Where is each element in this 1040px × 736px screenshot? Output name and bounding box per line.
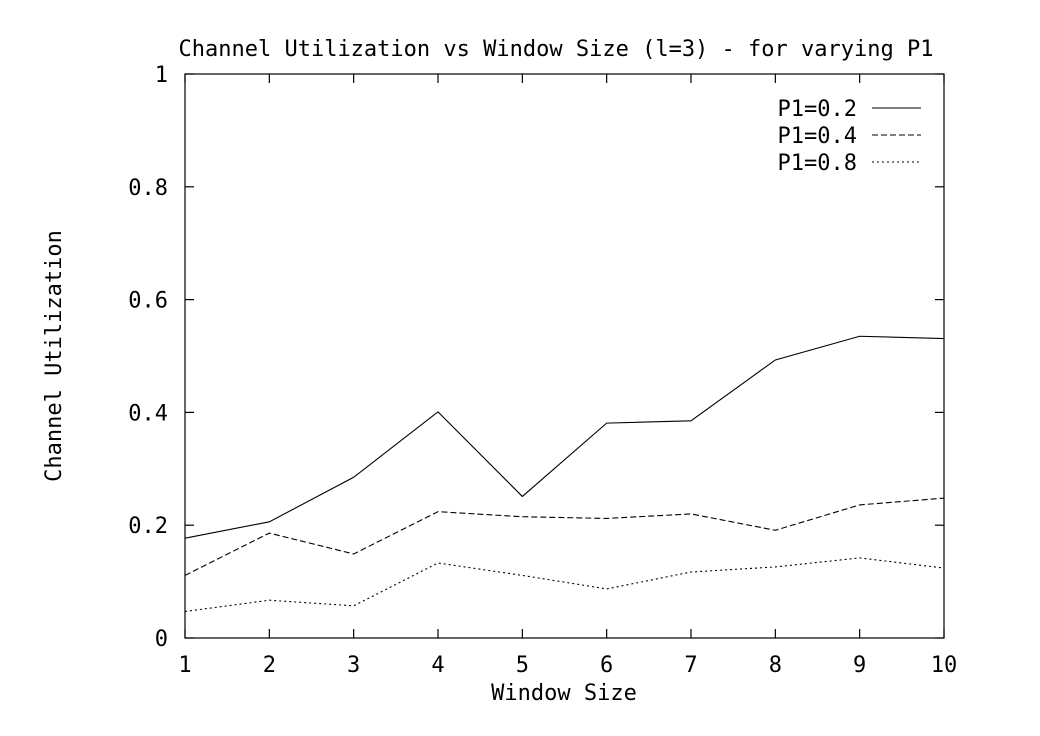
plot-frame (184, 73, 945, 639)
x-tick-label: 6 (600, 653, 613, 678)
legend: P1=0.2P1=0.4P1=0.8 (778, 97, 921, 176)
series-layer (184, 335, 945, 613)
legend-label: P1=0.4 (778, 124, 857, 149)
series-line-2 (184, 497, 945, 576)
x-tick-label: 2 (263, 653, 276, 678)
x-tick-label: 10 (931, 653, 958, 678)
legend-label: P1=0.8 (778, 151, 857, 176)
y-tick-label: 0.6 (128, 289, 168, 314)
y-tick-label: 1 (155, 63, 168, 88)
y-axis-label: Channel Utilization (42, 230, 67, 482)
x-tick-label: 1 (178, 653, 191, 678)
x-tick-label: 9 (853, 653, 866, 678)
series-line-3 (184, 557, 945, 613)
legend-label: P1=0.2 (778, 97, 857, 122)
series-line-1 (184, 335, 945, 539)
y-tick-label: 0.8 (128, 176, 168, 201)
x-axis-label: Window Size (491, 681, 637, 706)
y-tick-label: 0.2 (128, 514, 168, 539)
x-tick-label: 4 (431, 653, 444, 678)
x-tick-label: 7 (684, 653, 697, 678)
y-tick-label: 0 (155, 627, 168, 652)
y-tick-label: 0.4 (128, 401, 168, 426)
x-tick-label: 3 (347, 653, 360, 678)
x-axis: 1 2 3 4 5 6 7 8 9 10 (178, 74, 957, 678)
chart-title: Channel Utilization vs Window Size (l=3)… (179, 37, 934, 62)
x-tick-label: 5 (516, 653, 529, 678)
x-tick-label: 8 (769, 653, 782, 678)
y-axis: 0 0.2 0.4 0.6 0.8 1 (128, 63, 944, 652)
